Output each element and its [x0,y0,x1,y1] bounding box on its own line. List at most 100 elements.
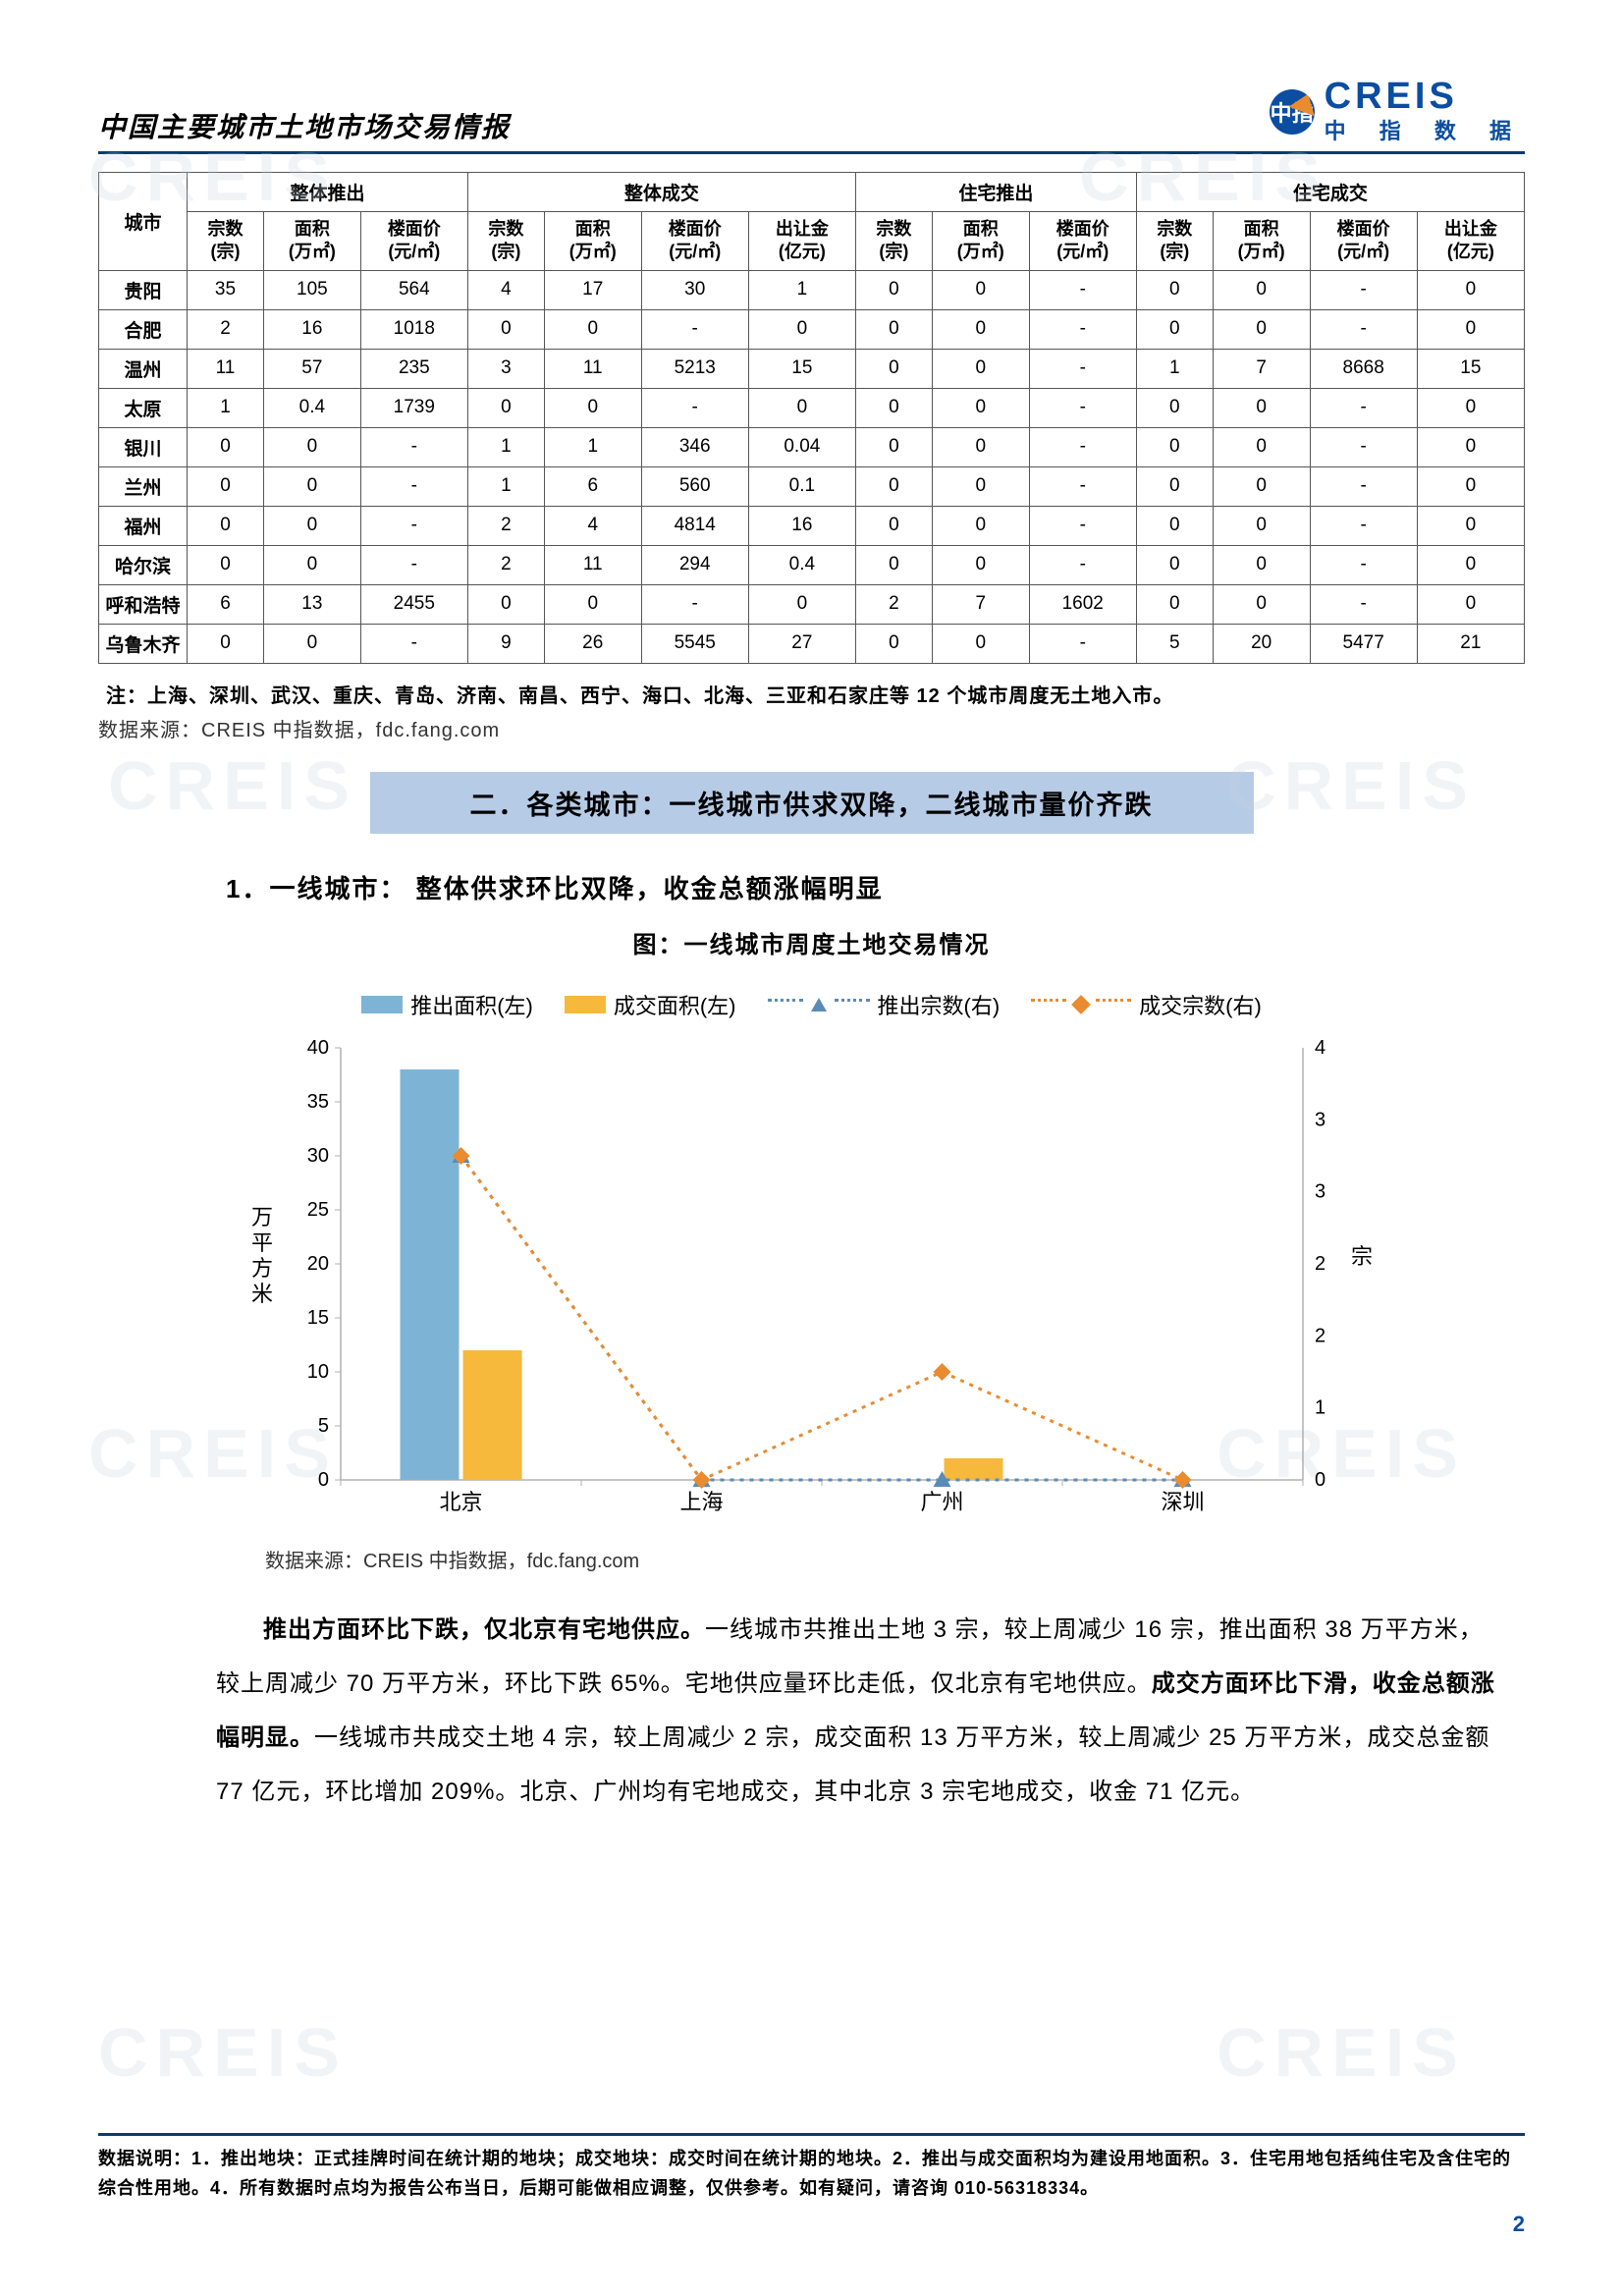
data-cell: 1739 [360,388,467,427]
data-cell: 16 [748,506,855,545]
table-row: 哈尔滨00-2112940.400-00-0 [99,545,1525,584]
city-cell: 银川 [99,427,188,466]
data-cell: - [641,309,748,349]
data-cell: - [1029,466,1136,506]
svg-text:3: 3 [1315,1181,1325,1203]
data-cell: 1018 [360,309,467,349]
data-cell: 0 [932,624,1029,663]
data-cell: - [1029,624,1136,663]
table-note: 注：上海、深圳、武汉、重庆、青岛、济南、南昌、西宁、海口、北海、三亚和石家庄等 … [106,680,1525,708]
data-cell: 16 [263,309,360,349]
svg-text:3: 3 [1315,1109,1325,1130]
data-cell: 0 [1213,309,1310,349]
th-sub: 宗数 (宗) [1136,212,1213,271]
svg-text:万: 万 [250,1205,272,1230]
svg-text:上海: 上海 [679,1490,723,1514]
data-cell: 0 [263,466,360,506]
data-cell: 0 [1136,545,1213,584]
data-cell: 27 [748,624,855,663]
data-cell: 1 [188,388,264,427]
data-cell: 0 [544,309,641,349]
data-cell: 0 [1136,388,1213,427]
data-cell: 1 [748,270,855,309]
watermark: CREIS [1226,746,1476,825]
data-cell: 0.04 [748,427,855,466]
data-cell: - [1310,270,1417,309]
svg-text:35: 35 [306,1091,328,1113]
data-cell: 0 [855,270,932,309]
data-cell: 0 [1213,584,1310,624]
data-cell: 0 [1213,466,1310,506]
data-cell: - [641,388,748,427]
table-row: 乌鲁木齐00-92655452700-520547721 [99,624,1525,663]
th-group-2: 住宅推出 [855,173,1136,212]
logo-cn: 中 指 数 据 [1325,114,1525,145]
data-cell: - [1029,349,1136,388]
data-cell: 0 [1136,584,1213,624]
th-city: 城市 [99,173,188,271]
data-cell: 0 [544,584,641,624]
th-group-3: 住宅成交 [1136,173,1524,212]
tier1-chart: 05101520253035400122334万平方米宗北京上海广州深圳 [233,1038,1391,1529]
legend-label: 成交宗数(右) [1139,989,1262,1020]
legend-push-count: 推出宗数(右) [768,989,1001,1020]
data-cell: 0 [855,349,932,388]
data-cell: 6 [544,466,641,506]
watermark: CREIS [98,2013,348,2092]
th-group-0: 整体推出 [188,173,468,212]
data-cell: 0 [263,624,360,663]
data-cell: 0 [1213,270,1310,309]
data-cell: - [360,427,467,466]
city-cell: 呼和浩特 [99,584,188,624]
chart-source: 数据来源：CREIS 中指数据，fdc.fang.com [265,1545,1525,1573]
legend-label: 成交面积(左) [614,989,736,1020]
city-cell: 兰州 [99,466,188,506]
th-sub: 宗数 (宗) [467,212,544,271]
th-sub: 面积 (万㎡) [544,212,641,271]
data-cell: 11 [544,349,641,388]
svg-text:40: 40 [306,1038,328,1059]
city-cell: 福州 [99,506,188,545]
data-cell: - [1310,466,1417,506]
data-cell: 9 [467,624,544,663]
data-cell: - [360,466,467,506]
data-cell: - [1310,545,1417,584]
data-cell: 0.4 [748,545,855,584]
table-row: 太原10.4173900-000-00-0 [99,388,1525,427]
table-row: 福州00-2448141600-00-0 [99,506,1525,545]
watermark: CREIS [1217,2013,1466,2092]
th-sub: 楼面价 (元/㎡) [1310,212,1417,271]
svg-text:北京: 北京 [439,1490,482,1514]
city-cell: 合肥 [99,309,188,349]
svg-text:20: 20 [306,1253,328,1275]
legend-label: 推出面积(左) [410,989,533,1020]
table-row: 贵阳3510556441730100-00-0 [99,270,1525,309]
data-cell: 1 [1136,349,1213,388]
data-cell: - [1029,506,1136,545]
dotted-line-icon [1031,999,1066,1002]
chart-caption: 图：一线城市周度土地交易情况 [98,925,1525,959]
data-cell: 6 [188,584,264,624]
data-cell: 0 [932,270,1029,309]
data-cell: 0 [1213,545,1310,584]
data-cell: 0 [855,466,932,506]
chart-area: 推出面积(左) 成交面积(左) 推出宗数(右) 成交宗数(右) 05101520… [233,989,1391,1529]
data-cell: 0 [263,427,360,466]
data-cell: 2 [188,309,264,349]
city-cell: 贵阳 [99,270,188,309]
data-cell: 0 [748,388,855,427]
data-cell: 0 [855,427,932,466]
th-sub: 面积 (万㎡) [932,212,1029,271]
data-cell: 0 [1417,584,1524,624]
data-cell: - [360,506,467,545]
data-cell: 11 [544,545,641,584]
data-cell: - [1310,388,1417,427]
data-cell: 0 [1417,545,1524,584]
data-cell: 21 [1417,624,1524,663]
legend-label: 推出宗数(右) [878,989,1001,1020]
data-cell: 0 [188,545,264,584]
data-cell: 15 [748,349,855,388]
data-cell: 0 [544,388,641,427]
creis-logo: 中指 CREIS 中 指 数 据 [1270,79,1525,145]
data-cell: 1 [467,427,544,466]
